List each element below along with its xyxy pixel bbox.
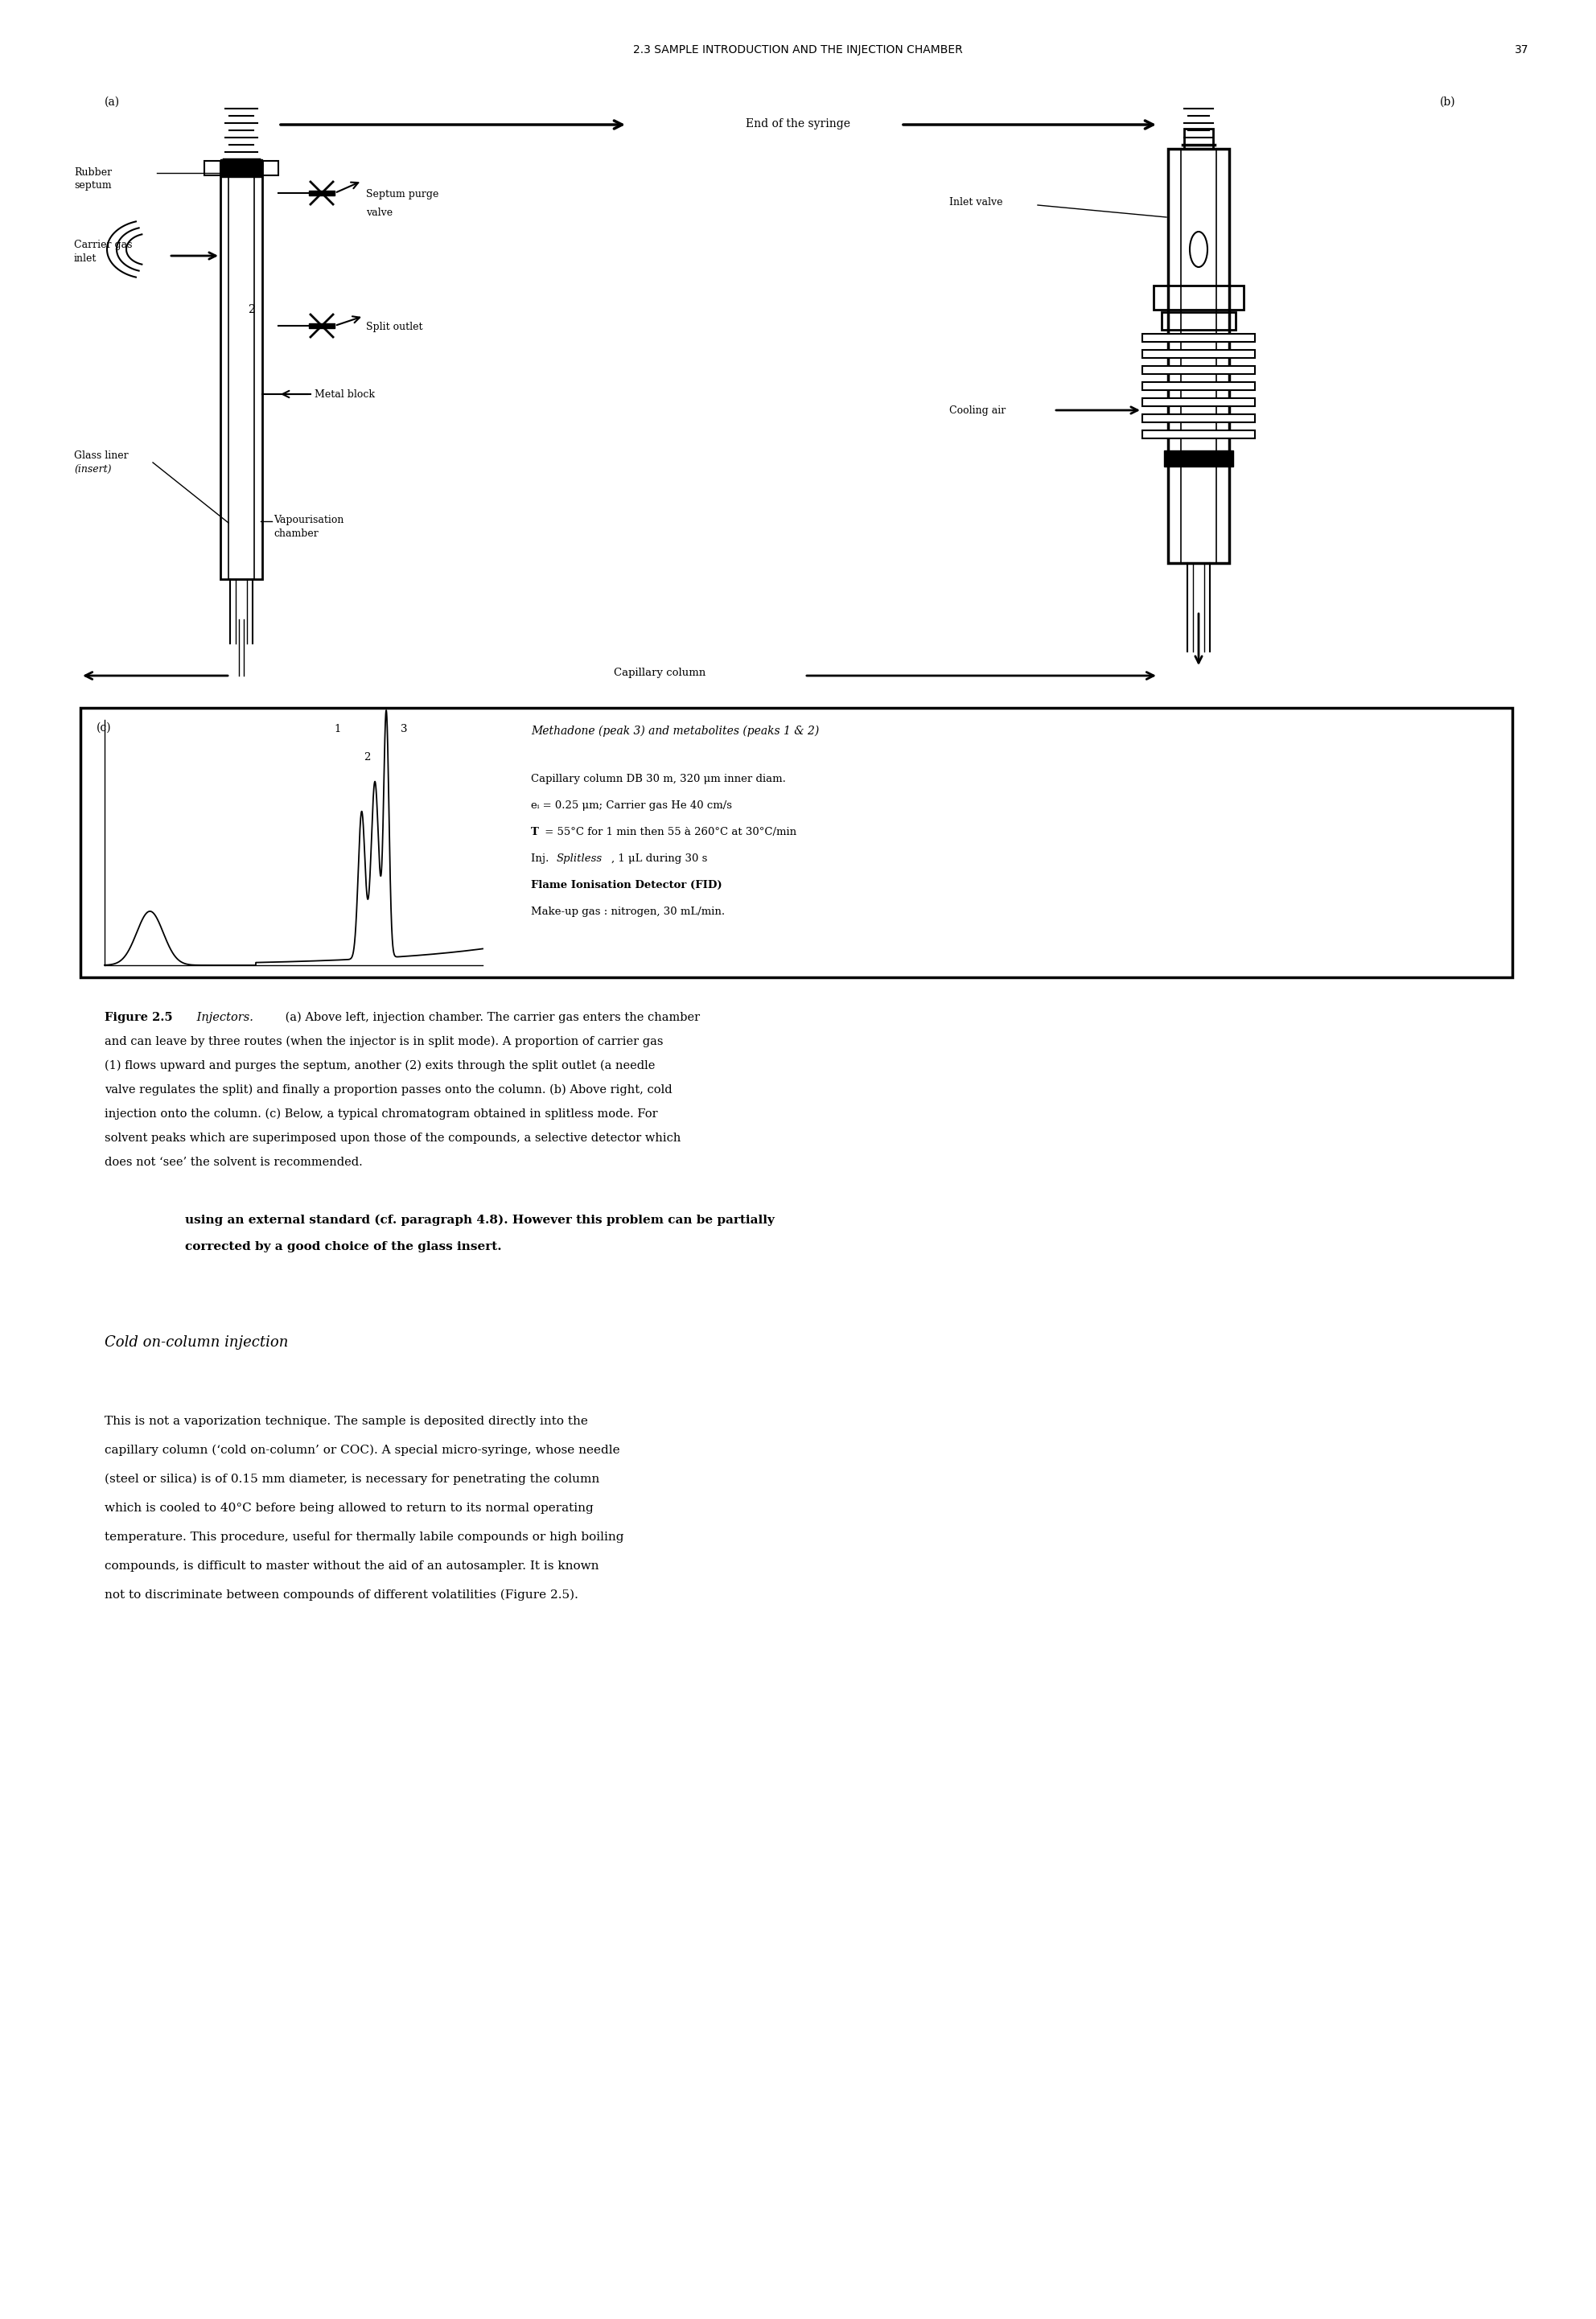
Text: Rubber: Rubber <box>73 167 112 179</box>
Text: 2.3 SAMPLE INTRODUCTION AND THE INJECTION CHAMBER: 2.3 SAMPLE INTRODUCTION AND THE INJECTIO… <box>634 44 962 56</box>
Bar <box>220 160 262 176</box>
Text: using an external standard (cf. paragraph 4.8). However this problem can be part: using an external standard (cf. paragrap… <box>185 1215 774 1227</box>
Text: Glass liner: Glass liner <box>73 450 128 461</box>
Text: (a) Above left, injection chamber. The carrier gas enters the chamber: (a) Above left, injection chamber. The c… <box>281 1011 701 1023</box>
Text: (a): (a) <box>105 97 120 107</box>
Text: 3: 3 <box>401 724 407 735</box>
Text: and can leave by three routes (when the injector is in split mode). A proportion: and can leave by three routes (when the … <box>105 1037 664 1048</box>
Text: septum: septum <box>73 181 112 190</box>
Text: Vapourisation: Vapourisation <box>273 515 343 526</box>
Text: (c): (c) <box>96 721 112 733</box>
Bar <box>1143 366 1254 373</box>
Text: Cold on-column injection: Cold on-column injection <box>105 1336 289 1350</box>
Text: Make-up gas : nitrogen, 30 mL/min.: Make-up gas : nitrogen, 30 mL/min. <box>531 907 725 916</box>
Text: temperature. This procedure, useful for thermally labile compounds or high boili: temperature. This procedure, useful for … <box>105 1531 624 1542</box>
Bar <box>228 160 254 580</box>
Text: = 55°C for 1 min then 55 à 260°C at 30°C/min: = 55°C for 1 min then 55 à 260°C at 30°C… <box>541 828 796 837</box>
Text: Metal block: Metal block <box>314 390 375 399</box>
Text: compounds, is difficult to master without the aid of an autosampler. It is known: compounds, is difficult to master withou… <box>105 1561 598 1572</box>
Text: (1) flows upward and purges the septum, another (2) exits through the split outl: (1) flows upward and purges the septum, … <box>105 1060 654 1071</box>
Bar <box>262 160 278 176</box>
Text: (insert): (insert) <box>73 464 112 475</box>
Text: This is not a vaporization technique. The sample is deposited directly into the: This is not a vaporization technique. Th… <box>105 1415 587 1426</box>
Text: (b): (b) <box>1440 97 1456 107</box>
Bar <box>1181 148 1216 564</box>
Bar <box>80 707 1513 976</box>
Text: which is cooled to 40°C before being allowed to return to its normal operating: which is cooled to 40°C before being all… <box>105 1503 594 1514</box>
Bar <box>220 160 262 580</box>
Bar <box>310 322 335 329</box>
Bar <box>1184 128 1213 148</box>
Text: Figure 2.5: Figure 2.5 <box>105 1011 172 1023</box>
Text: Capillary column: Capillary column <box>614 668 705 677</box>
Text: does not ‘see’ the solvent is recommended.: does not ‘see’ the solvent is recommende… <box>105 1157 362 1169</box>
Text: chamber: chamber <box>273 529 318 538</box>
Text: not to discriminate between compounds of different volatilities (Figure 2.5).: not to discriminate between compounds of… <box>105 1589 578 1600</box>
Text: corrected by a good choice of the glass insert.: corrected by a good choice of the glass … <box>185 1241 501 1252</box>
Text: valve: valve <box>365 206 393 218</box>
Text: Inlet valve: Inlet valve <box>950 197 1002 206</box>
Text: 2: 2 <box>247 304 255 315</box>
Text: 2: 2 <box>364 751 370 763</box>
Bar <box>1143 383 1254 390</box>
Bar <box>1163 450 1234 466</box>
Text: Split outlet: Split outlet <box>365 322 423 332</box>
Text: Septum purge: Septum purge <box>365 190 439 199</box>
Text: eᵢ = 0.25 μm; Carrier gas He 40 cm/s: eᵢ = 0.25 μm; Carrier gas He 40 cm/s <box>531 800 733 812</box>
Bar <box>1168 148 1229 564</box>
Bar <box>1143 431 1254 438</box>
Text: 1: 1 <box>247 167 255 179</box>
Bar <box>1143 415 1254 422</box>
Bar <box>1143 399 1254 406</box>
Text: , 1 μL during 30 s: , 1 μL during 30 s <box>611 853 707 865</box>
Text: (steel or silica) is of 0.15 mm diameter, is necessary for penetrating the colum: (steel or silica) is of 0.15 mm diameter… <box>105 1473 600 1484</box>
Bar <box>1143 350 1254 357</box>
Text: 37: 37 <box>1515 44 1529 56</box>
Text: solvent peaks which are superimposed upon those of the compounds, a selective de: solvent peaks which are superimposed upo… <box>105 1132 681 1143</box>
Text: T: T <box>531 828 539 837</box>
Text: Cooling air: Cooling air <box>950 406 1005 415</box>
Text: inlet: inlet <box>73 253 97 264</box>
Text: Injectors.: Injectors. <box>193 1011 254 1023</box>
Text: Splitless: Splitless <box>557 853 603 865</box>
Text: valve regulates the split) and finally a proportion passes onto the column. (b) : valve regulates the split) and finally a… <box>105 1085 672 1097</box>
Text: Methadone (peak 3) and metabolites (peaks 1 & 2): Methadone (peak 3) and metabolites (peak… <box>531 726 819 737</box>
Text: 1: 1 <box>334 724 342 735</box>
Text: injection onto the column. (c) Below, a typical chromatogram obtained in splitle: injection onto the column. (c) Below, a … <box>105 1108 658 1120</box>
Text: Capillary column DB 30 m, 320 μm inner diam.: Capillary column DB 30 m, 320 μm inner d… <box>531 775 785 784</box>
Text: Inj.: Inj. <box>531 853 552 865</box>
Text: Flame Ionisation Detector (FID): Flame Ionisation Detector (FID) <box>531 879 721 890</box>
Bar <box>1143 334 1254 341</box>
Text: End of the syringe: End of the syringe <box>745 118 851 130</box>
Text: capillary column (‘cold on-column’ or COC). A special micro-syringe, whose needl: capillary column (‘cold on-column’ or CO… <box>105 1445 619 1456</box>
Bar <box>1162 313 1235 329</box>
Text: Carrier gas: Carrier gas <box>73 239 132 250</box>
Bar <box>1154 285 1243 311</box>
Bar <box>204 160 220 176</box>
Bar <box>310 190 335 195</box>
